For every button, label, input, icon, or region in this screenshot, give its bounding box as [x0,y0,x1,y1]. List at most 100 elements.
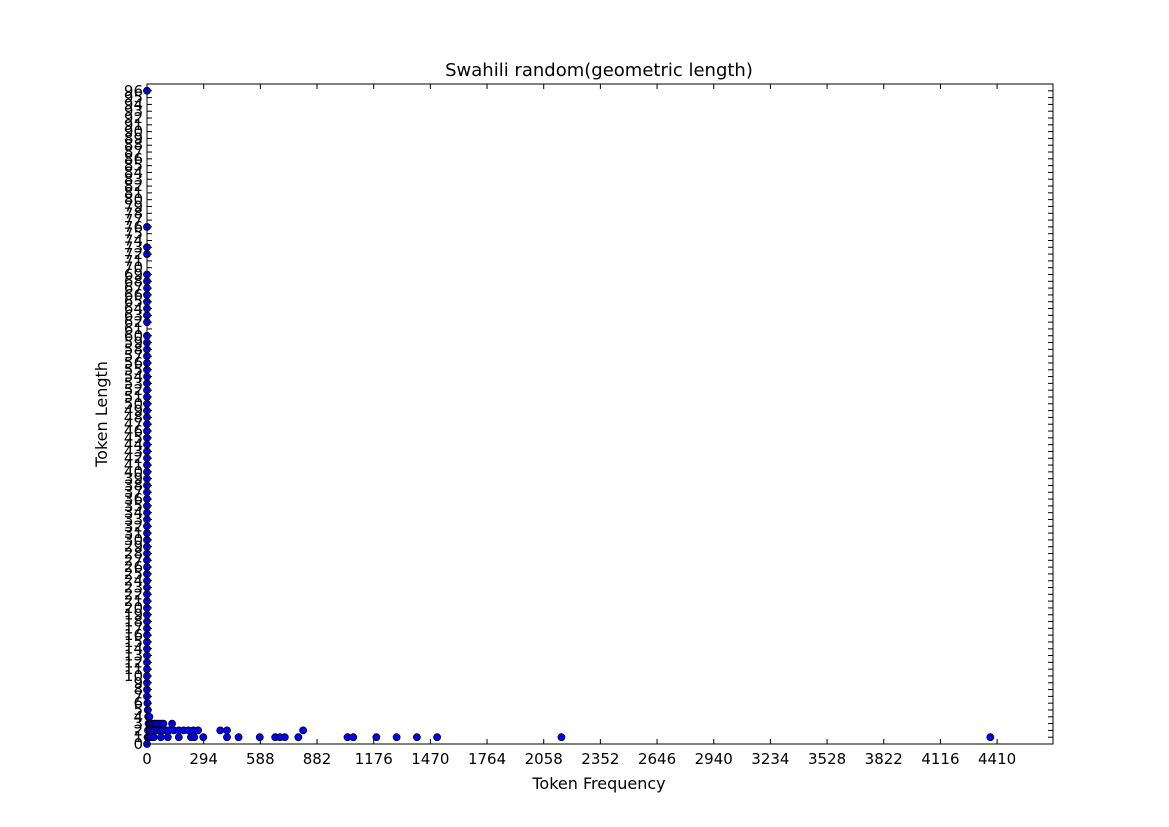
x-axis-label: Token Frequency [531,774,665,793]
y-tick-label: 28 [124,544,143,562]
y-tick-label: 59 [124,334,143,352]
y-tick-label: 82 [124,177,143,195]
y-tick-label: 55 [124,361,143,379]
data-point [557,733,566,742]
data-point [143,706,152,714]
y-tick-label: 45 [124,429,143,447]
y-tick-label: 66 [124,286,143,304]
y-tick-label: 49 [124,402,143,420]
y-tick-label: 19 [124,606,143,624]
y-axis-label: Token Length [92,361,111,468]
y-tick-label: 64 [124,300,143,318]
x-tick-label: 294 [189,750,218,768]
x-tick-label: 0 [142,750,152,768]
y-tick-label: 36 [124,490,143,508]
y-tick-label: 34 [124,504,143,522]
y-tick-label: 26 [124,558,143,576]
y-tick-label: 44 [124,436,143,454]
y-tick-label: 6 [133,694,143,712]
y-tick-label: 16 [124,626,143,644]
y-tick-label: 71 [124,252,143,270]
y-tick-label: 40 [124,463,143,481]
y-tick-label: 29 [124,538,143,556]
y-tick-label: 81 [124,184,143,202]
y-tick-label: 73 [124,238,143,256]
y-tick-label: 24 [124,572,143,590]
y-tick-label: 90 [124,123,143,141]
y-tick-label: 15 [124,633,143,651]
data-point [280,733,289,742]
y-tick-label: 96 [124,82,143,100]
y-tick-label: 35 [124,497,143,515]
y-tick-label: 77 [124,211,143,229]
data-point [174,733,183,742]
x-tick-label: 1470 [411,750,449,768]
y-tick-label: 7 [133,687,143,705]
y-tick-label: 75 [124,225,143,243]
data-point [159,719,168,728]
y-tick-label: 54 [124,368,143,386]
data-point [392,733,401,742]
y-tick-label: 91 [124,116,143,134]
x-tick-label: 2352 [581,750,619,768]
y-tick-label: 63 [124,306,143,324]
y-tick-label: 56 [124,354,143,372]
data-point [199,733,208,742]
x-tick-label: 1176 [355,750,393,768]
y-tick-label: 78 [124,204,143,222]
y-tick-label: 70 [124,259,143,277]
y-tick-label: 87 [124,143,143,161]
y-tick-label: 51 [124,388,143,406]
y-tick-label: 76 [124,218,143,236]
y-tick-label: 95 [124,89,143,107]
y-tick-label: 53 [124,374,143,392]
x-tick-label: 3234 [751,750,789,768]
y-tick-label: 1 [133,728,143,746]
y-tick-label: 72 [124,245,143,263]
data-point [216,726,225,735]
y-tick-label: 8 [133,681,143,699]
y-tick-label: 52 [124,381,143,399]
y-tick-label: 18 [124,613,143,631]
y-tick-label: 57 [124,347,143,365]
y-tick-label: 0 [133,735,143,753]
y-tick-label: 32 [124,517,143,535]
y-tick-label: 9 [133,674,143,692]
y-tick-label: 46 [124,422,143,440]
data-point [433,733,442,742]
data-point [149,733,158,742]
y-tick-label: 14 [124,640,143,658]
y-tick-label: 92 [124,109,143,127]
x-tick-label: 588 [246,750,275,768]
data-point [168,719,176,728]
y-tick-label: 22 [124,585,143,603]
y-tick-label: 86 [124,150,143,168]
y-tick-label: 69 [124,266,143,284]
y-tick-label: 61 [124,320,143,338]
x-tick-label: 4116 [921,750,959,768]
x-tick-label: 2058 [525,750,563,768]
y-tick-label: 88 [124,136,143,154]
y-tick-label: 60 [124,327,143,345]
data-point [156,733,165,742]
data-point [294,733,303,742]
data-point [223,733,231,742]
y-tick-label: 41 [124,456,143,474]
data-point [234,733,243,742]
x-tick-label: 882 [303,750,332,768]
data-point [349,733,358,742]
x-tick-label: 1764 [468,750,506,768]
y-tick-label: 89 [124,129,143,147]
y-tick-label: 42 [124,449,143,467]
data-point [372,733,381,742]
data-point [299,726,308,735]
y-tick-label: 27 [124,551,143,569]
y-tick-label: 10 [124,667,143,685]
y-tick-label: 20 [124,599,143,617]
y-tick-label: 65 [124,293,143,311]
y-tick-label: 5 [133,701,143,719]
y-tick-label: 25 [124,565,143,583]
y-tick-label: 11 [124,660,143,678]
x-tick-label: 3822 [865,750,903,768]
